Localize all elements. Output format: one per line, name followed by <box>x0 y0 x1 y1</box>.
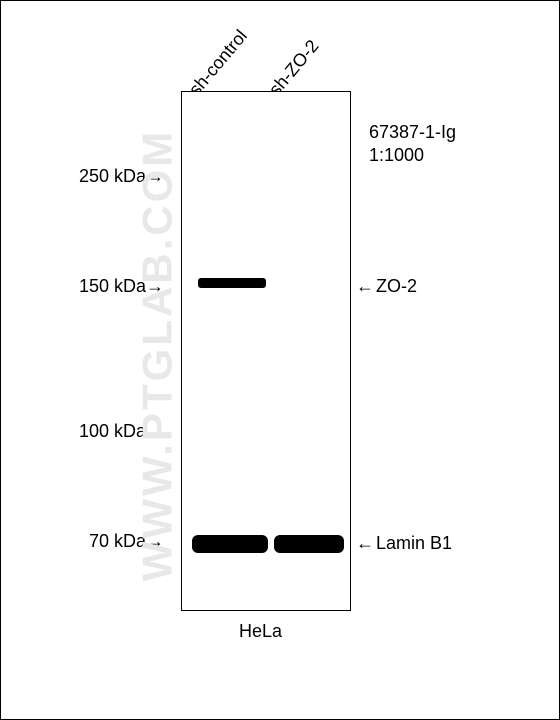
band-zo2-control <box>198 278 266 288</box>
cell-line-label: HeLa <box>239 621 282 642</box>
blot-membrane <box>181 91 351 611</box>
mw-marker-150: 150 kDa→ <box>79 276 164 297</box>
lamin-text: Lamin B1 <box>376 533 452 554</box>
lane-label-control: sh-control <box>185 26 252 100</box>
antibody-catalog: 67387-1-Ig <box>369 121 456 144</box>
zo2-text: ZO-2 <box>376 276 417 297</box>
watermark-text: WWW.PTGLAB.COM <box>133 129 181 582</box>
blot-content <box>182 92 350 610</box>
arrow-left-icon: ← <box>356 533 374 554</box>
arrow-right-icon: → <box>146 276 164 297</box>
mw-text-150: 150 kDa <box>79 276 146 296</box>
mw-marker-70: 70 kDa→ <box>89 531 164 552</box>
mw-marker-100: 100 kDa→ <box>79 421 164 442</box>
antibody-info: 67387-1-Ig 1:1000 <box>369 121 456 168</box>
arrow-right-icon: → <box>146 531 164 552</box>
protein-label-lamin: ←Lamin B1 <box>356 533 452 554</box>
arrow-right-icon: → <box>146 421 164 442</box>
mw-marker-250: 250 kDa→ <box>79 166 164 187</box>
band-lamin-control <box>192 535 268 553</box>
band-lamin-knockdown <box>274 535 344 553</box>
arrow-left-icon: ← <box>356 276 374 297</box>
antibody-dilution: 1:1000 <box>369 144 456 167</box>
mw-text-70: 70 kDa <box>89 531 146 551</box>
blot-figure-container: WWW.PTGLAB.COM sh-control sh-ZO-2 67387-… <box>0 0 560 720</box>
mw-text-100: 100 kDa <box>79 421 146 441</box>
mw-text-250: 250 kDa <box>79 166 146 186</box>
arrow-right-icon: → <box>146 166 164 187</box>
protein-label-zo2: ←ZO-2 <box>356 276 417 297</box>
